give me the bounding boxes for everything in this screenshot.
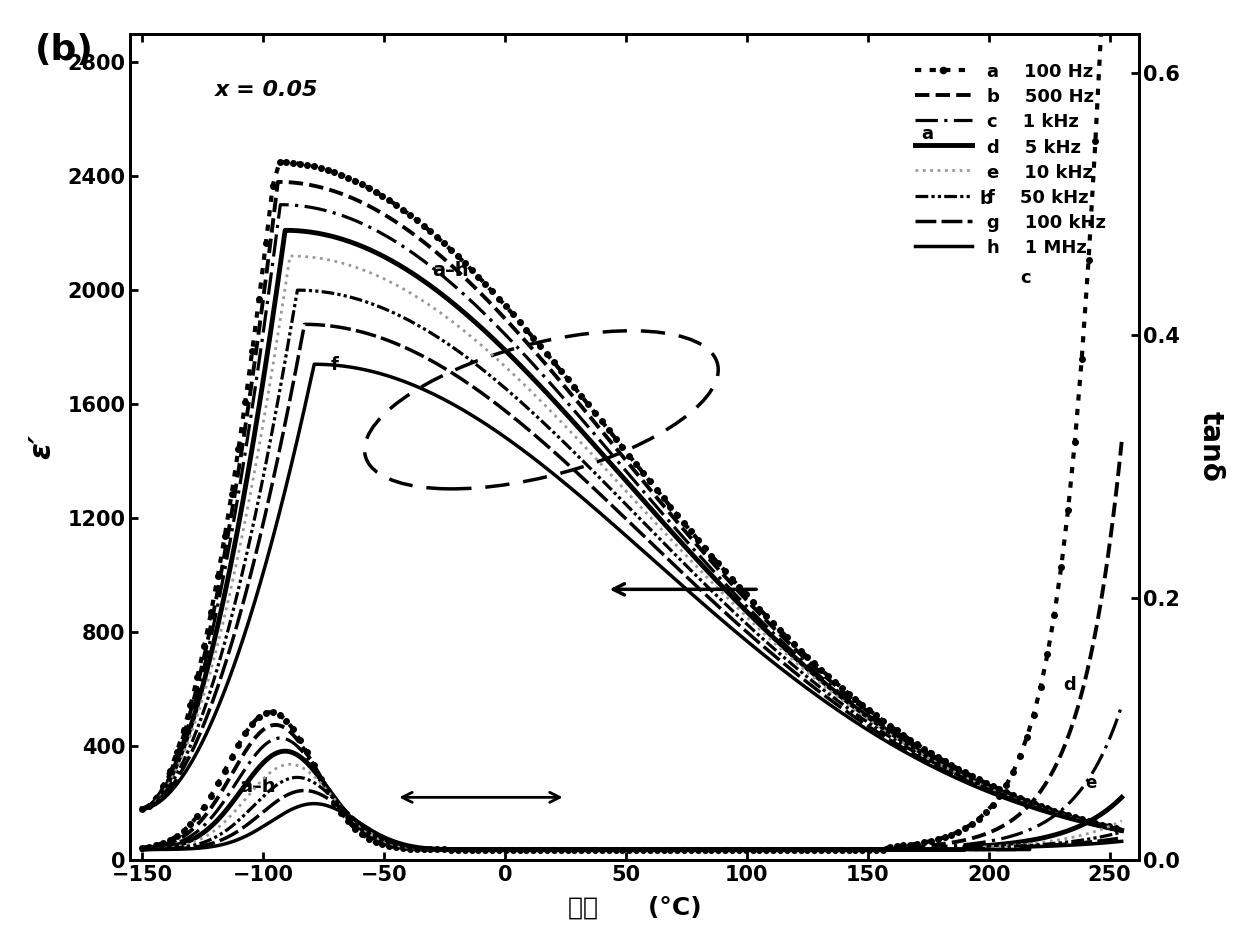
Text: b: b — [980, 190, 992, 209]
Text: a: a — [921, 124, 932, 143]
Legend: a    100 Hz, b    500 Hz, c    1 kHz, d    5 kHz, e    10 kHz, f    50 kHz, g   : a 100 Hz, b 500 Hz, c 1 kHz, d 5 kHz, e … — [908, 56, 1114, 265]
Text: (b): (b) — [35, 33, 93, 66]
Text: a–h: a–h — [433, 261, 469, 280]
Text: a–h: a–h — [239, 777, 275, 796]
Text: e: e — [1085, 774, 1097, 792]
X-axis label: 温度  (°C): 温度 (°C) — [568, 896, 702, 920]
Text: f: f — [331, 356, 339, 374]
Y-axis label: ε′: ε′ — [27, 435, 56, 459]
Text: x = 0.05: x = 0.05 — [215, 80, 319, 100]
Text: c: c — [1021, 269, 1030, 287]
Text: d: d — [1064, 675, 1076, 694]
Y-axis label: tanδ: tanδ — [1197, 411, 1225, 482]
